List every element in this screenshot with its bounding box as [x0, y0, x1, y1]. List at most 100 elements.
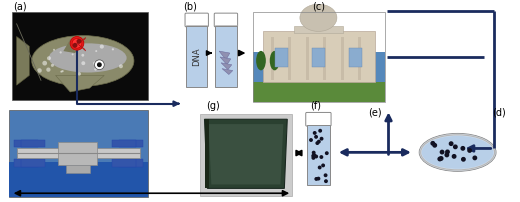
- Circle shape: [472, 156, 477, 161]
- Polygon shape: [209, 124, 283, 185]
- Circle shape: [323, 174, 328, 177]
- Circle shape: [315, 177, 318, 181]
- Text: DNA: DNA: [192, 47, 201, 65]
- Text: (f): (f): [310, 100, 322, 110]
- Circle shape: [112, 49, 114, 51]
- Bar: [200, 115, 292, 196]
- Circle shape: [453, 145, 458, 149]
- Circle shape: [97, 63, 102, 68]
- Bar: [306, 38, 309, 81]
- Circle shape: [42, 61, 47, 66]
- Bar: [112, 140, 136, 148]
- Bar: [186, 27, 207, 88]
- Circle shape: [93, 62, 97, 66]
- Circle shape: [119, 65, 123, 69]
- Ellipse shape: [270, 52, 279, 71]
- Circle shape: [318, 166, 322, 170]
- Text: (g): (g): [206, 100, 220, 110]
- Text: (e): (e): [368, 107, 382, 117]
- Circle shape: [314, 135, 318, 139]
- Bar: [17, 149, 140, 158]
- Bar: [58, 142, 97, 165]
- Circle shape: [95, 61, 104, 70]
- Bar: [263, 32, 375, 83]
- Circle shape: [467, 148, 472, 153]
- Bar: [253, 13, 385, 102]
- Circle shape: [314, 155, 318, 159]
- Circle shape: [60, 52, 62, 54]
- Circle shape: [51, 64, 54, 68]
- Circle shape: [100, 45, 104, 49]
- Circle shape: [449, 142, 453, 146]
- Circle shape: [53, 49, 55, 52]
- Ellipse shape: [419, 134, 496, 171]
- Bar: [311, 49, 325, 68]
- Bar: [271, 38, 274, 81]
- Circle shape: [318, 129, 322, 133]
- Bar: [253, 53, 385, 102]
- Bar: [9, 110, 148, 197]
- Circle shape: [74, 48, 77, 51]
- Polygon shape: [219, 52, 230, 61]
- Bar: [341, 38, 344, 81]
- Circle shape: [437, 157, 442, 162]
- Text: (a): (a): [12, 1, 27, 11]
- Circle shape: [319, 155, 323, 159]
- Ellipse shape: [72, 39, 82, 49]
- Bar: [14, 140, 38, 148]
- Polygon shape: [77, 44, 86, 52]
- Circle shape: [320, 137, 323, 141]
- Polygon shape: [220, 58, 231, 65]
- Bar: [20, 140, 45, 148]
- Text: (d): (d): [491, 107, 505, 117]
- Ellipse shape: [300, 5, 337, 32]
- Circle shape: [72, 54, 74, 56]
- Circle shape: [452, 154, 457, 159]
- Bar: [12, 13, 148, 100]
- Circle shape: [317, 140, 321, 144]
- Circle shape: [432, 143, 437, 148]
- Circle shape: [309, 138, 313, 142]
- Ellipse shape: [49, 44, 127, 73]
- Circle shape: [325, 152, 329, 155]
- Bar: [215, 27, 237, 88]
- Circle shape: [321, 164, 325, 167]
- Bar: [323, 38, 326, 81]
- Bar: [307, 125, 330, 185]
- FancyBboxPatch shape: [185, 14, 209, 28]
- Bar: [9, 162, 148, 197]
- Polygon shape: [222, 69, 233, 75]
- Bar: [14, 159, 38, 167]
- Bar: [112, 159, 136, 167]
- Polygon shape: [17, 37, 29, 86]
- Ellipse shape: [32, 36, 134, 87]
- Bar: [275, 49, 288, 68]
- Bar: [253, 83, 385, 102]
- FancyBboxPatch shape: [306, 113, 331, 126]
- Circle shape: [311, 154, 315, 158]
- Circle shape: [313, 131, 317, 135]
- Text: (b): (b): [183, 1, 197, 11]
- Bar: [20, 159, 45, 167]
- FancyBboxPatch shape: [214, 14, 238, 28]
- Bar: [119, 159, 143, 167]
- Circle shape: [313, 154, 316, 157]
- Polygon shape: [63, 40, 85, 54]
- Circle shape: [324, 179, 328, 183]
- Polygon shape: [204, 120, 287, 188]
- Circle shape: [445, 150, 450, 155]
- Circle shape: [439, 156, 444, 161]
- Circle shape: [73, 44, 77, 48]
- Circle shape: [94, 68, 97, 71]
- Circle shape: [95, 51, 97, 53]
- Circle shape: [311, 151, 316, 155]
- Ellipse shape: [256, 52, 266, 71]
- Circle shape: [317, 177, 320, 181]
- Bar: [66, 165, 89, 173]
- Bar: [294, 26, 343, 34]
- Ellipse shape: [70, 37, 84, 51]
- Circle shape: [81, 62, 85, 66]
- Circle shape: [311, 156, 315, 160]
- Circle shape: [46, 68, 50, 73]
- Bar: [288, 38, 291, 81]
